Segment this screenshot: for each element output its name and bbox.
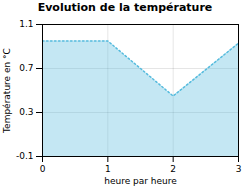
svg-text:1.1: 1.1 xyxy=(19,19,33,29)
svg-text:heure par heure: heure par heure xyxy=(104,176,177,186)
svg-text:-0.1: -0.1 xyxy=(16,151,34,161)
svg-text:1: 1 xyxy=(105,164,111,174)
svg-text:0: 0 xyxy=(40,164,46,174)
svg-text:0.3: 0.3 xyxy=(19,107,33,117)
html-text:Evolution de la température: Evolution de la température xyxy=(37,1,213,14)
svg-text:3: 3 xyxy=(236,164,242,174)
svg-text:2: 2 xyxy=(170,164,176,174)
svg-text:Température en °C: Température en °C xyxy=(2,48,12,134)
svg-text:0.7: 0.7 xyxy=(19,63,33,73)
